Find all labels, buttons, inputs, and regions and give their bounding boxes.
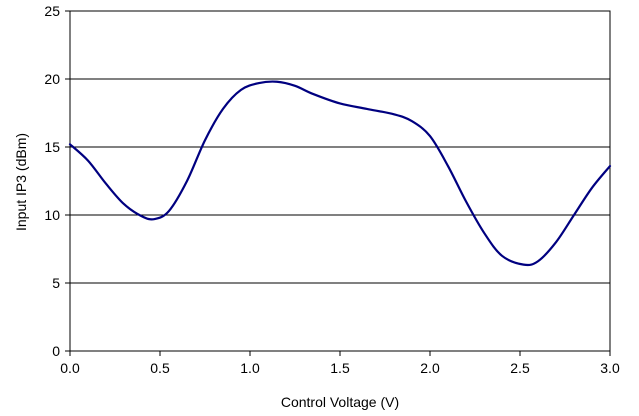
x-tick-label: 0.0 [60, 360, 80, 376]
y-tick-label: 20 [44, 71, 60, 87]
y-tick-label: 0 [52, 343, 60, 359]
y-tick-label: 5 [52, 275, 60, 291]
x-tick-label: 2.0 [420, 360, 440, 376]
x-axis-title: Control Voltage (V) [281, 394, 399, 410]
plot-area-frame [69, 10, 611, 352]
y-tick-label: 10 [44, 207, 60, 223]
series-line [68, 80, 612, 267]
x-tick-label: 1.5 [330, 360, 350, 376]
x-tick-label: 0.5 [150, 360, 170, 376]
axis-ticks: 0 5 10 15 20 25 0.0 0.5 1.0 1.5 2.0 2.5 3.0 [44, 3, 620, 376]
y-tick-label: 25 [44, 3, 60, 19]
y-tick-label: 15 [44, 139, 60, 155]
grid-lines [70, 78, 610, 284]
x-tick-label: 2.5 [510, 360, 530, 376]
y-axis-title: Input IP3 (dBm) [13, 133, 29, 231]
x-tick-label: 1.0 [240, 360, 260, 376]
series-layer [68, 80, 612, 267]
x-tick-label: 3.0 [600, 360, 620, 376]
